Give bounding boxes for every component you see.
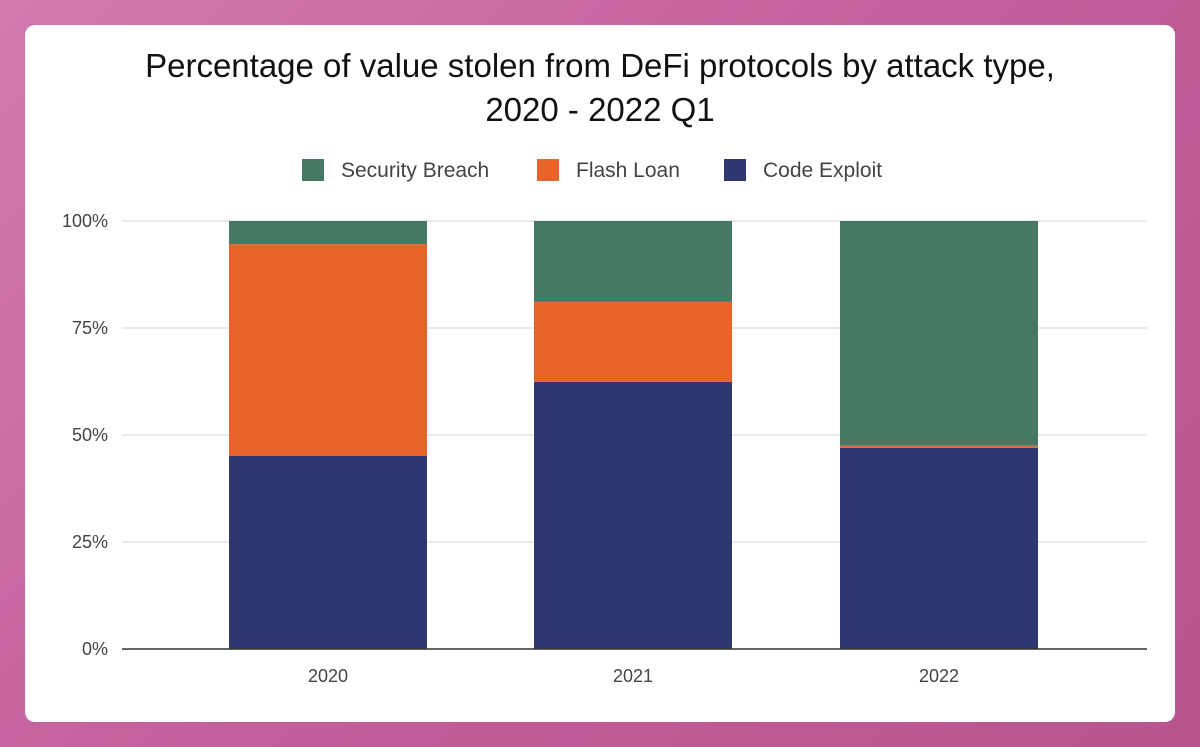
bar-flash-loan-2022 [840,445,1038,448]
legend-label: Flash Loan [576,159,680,182]
legend-swatch [724,159,746,181]
bar-flash-loan-2020 [229,244,427,456]
y-tick-label: 50% [72,425,108,445]
x-tick-label: 2020 [308,666,348,686]
legend-swatch [537,159,559,181]
legend-label: Security Breach [341,159,489,182]
y-tick-label: 75% [72,318,108,338]
bar-code-exploit-2021 [534,381,732,649]
title-line-2: 2020 - 2022 Q1 [485,91,715,128]
bar-flash-loan-2021 [534,301,732,382]
title-line-1: Percentage of value stolen from DeFi pro… [145,47,1055,84]
legend-swatch [302,159,324,181]
bar-code-exploit-2022 [840,447,1038,649]
legend-label: Code Exploit [763,159,882,182]
bar-security-breach-2020 [229,221,427,245]
bar-security-breach-2022 [840,221,1038,446]
x-tick-label: 2021 [613,666,653,686]
y-tick-label: 0% [82,639,108,659]
bar-security-breach-2021 [534,221,732,302]
y-tick-label: 100% [62,211,108,231]
y-tick-label: 25% [72,532,108,552]
chart-title: Percentage of value stolen from DeFi pro… [0,44,1200,132]
bar-code-exploit-2020 [229,455,427,649]
x-tick-label: 2022 [919,666,959,686]
